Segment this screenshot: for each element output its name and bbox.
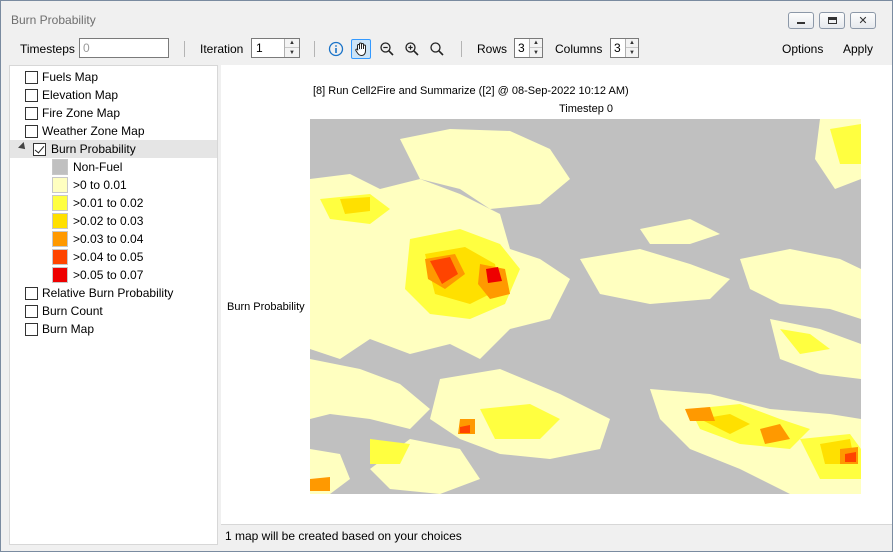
zoom-in-icon[interactable] <box>402 39 422 59</box>
checkbox[interactable] <box>25 323 38 336</box>
legend-swatch <box>52 159 68 175</box>
legend-item: >0.04 to 0.05 <box>10 248 217 266</box>
legend-swatch <box>52 249 68 265</box>
checkbox[interactable] <box>25 107 38 120</box>
window-title: Burn Probability <box>11 13 96 27</box>
tree-item-fire-zone-map[interactable]: Fire Zone Map <box>10 104 217 122</box>
rows-label: Rows <box>477 42 508 56</box>
timesteps-label: Timesteps <box>20 42 75 56</box>
toolbar-separator <box>461 41 462 57</box>
status-text: 1 map will be created based on your choi… <box>225 529 462 543</box>
toolbar-separator <box>184 41 185 57</box>
iteration-value: 1 <box>256 41 263 55</box>
options-button[interactable]: Options <box>782 42 824 56</box>
iteration-label: Iteration <box>200 42 244 56</box>
legend-swatch <box>52 231 68 247</box>
toolbar: Timesteps 0 Iteration 1 ▲ ▼ Rows 3 ▲ ▼ <box>1 34 892 64</box>
rows-value: 3 <box>518 41 525 55</box>
legend-label: >0.05 to 0.07 <box>73 268 144 282</box>
legend-item: >0.02 to 0.03 <box>10 212 217 230</box>
legend-item: >0.03 to 0.04 <box>10 230 217 248</box>
checkbox[interactable] <box>25 89 38 102</box>
rows-stepper[interactable]: 3 ▲ ▼ <box>514 38 543 58</box>
maximize-button[interactable] <box>819 12 845 29</box>
zoom-out-icon[interactable] <box>377 39 397 59</box>
title-bar: Burn Probability ✕ <box>1 1 892 33</box>
pan-hand-icon[interactable] <box>351 39 371 59</box>
map-title: [8] Run Cell2Fire and Summarize ([2] @ 0… <box>313 85 629 97</box>
tree-item-relative-burn-probability[interactable]: Relative Burn Probability <box>10 284 217 302</box>
legend-label: >0.02 to 0.03 <box>73 214 144 228</box>
checkbox[interactable] <box>25 71 38 84</box>
maximize-icon <box>827 17 837 24</box>
timesteps-input[interactable]: 0 <box>79 38 169 58</box>
legend-swatch <box>52 177 68 193</box>
apply-button[interactable]: Apply <box>843 42 874 56</box>
layer-tree: Fuels Map Elevation Map Fire Zone Map We… <box>9 65 218 545</box>
tree-item-label: Weather Zone Map <box>42 124 145 138</box>
minimize-icon <box>797 22 805 24</box>
burn-probability-map[interactable] <box>310 119 861 494</box>
checkbox[interactable] <box>33 143 46 156</box>
legend-item: Non-Fuel <box>10 158 217 176</box>
tree-item-label: Elevation Map <box>42 88 119 102</box>
tree-item-label: Burn Map <box>42 322 95 336</box>
rows-up-button[interactable]: ▲ <box>530 39 542 48</box>
iteration-down-button[interactable]: ▼ <box>289 49 295 56</box>
tree-item-label: Relative Burn Probability <box>42 286 174 300</box>
legend-item: >0 to 0.01 <box>10 176 217 194</box>
minimize-button[interactable] <box>788 12 814 29</box>
legend-label: >0 to 0.01 <box>73 178 127 192</box>
info-icon[interactable] <box>326 39 346 59</box>
legend-swatch <box>52 195 68 211</box>
tree-item-label: Fire Zone Map <box>42 106 121 120</box>
legend-swatch <box>52 267 68 283</box>
map-subtitle: Timestep 0 <box>559 103 614 115</box>
panel-splitter[interactable] <box>218 65 221 545</box>
expand-arrow-icon[interactable] <box>18 142 28 152</box>
tree-item-label: Fuels Map <box>42 70 99 84</box>
columns-up-button[interactable]: ▲ <box>626 39 638 48</box>
iteration-stepper[interactable]: 1 ▲ ▼ <box>251 38 300 58</box>
legend-item: >0.01 to 0.02 <box>10 194 217 212</box>
tree-item-elevation-map[interactable]: Elevation Map <box>10 86 217 104</box>
tree-item-label: Burn Count <box>42 304 103 318</box>
tree-item-label: Burn Probability <box>51 142 136 156</box>
legend-label: >0.01 to 0.02 <box>73 196 144 210</box>
tree-item-burn-probability[interactable]: Burn Probability <box>10 140 217 158</box>
tree-item-fuels-map[interactable]: Fuels Map <box>10 68 217 86</box>
checkbox[interactable] <box>25 305 38 318</box>
checkbox[interactable] <box>25 125 38 138</box>
checkbox[interactable] <box>25 287 38 300</box>
status-bar: 1 map will be created based on your choi… <box>221 524 892 545</box>
rows-down-button[interactable]: ▼ <box>533 49 539 56</box>
toolbar-separator <box>314 41 315 57</box>
legend-label: >0.03 to 0.04 <box>73 232 144 246</box>
legend-swatch <box>52 213 68 229</box>
map-ylabel: Burn Probability <box>227 301 305 313</box>
tree-item-burn-map[interactable]: Burn Map <box>10 320 217 338</box>
close-icon: ✕ <box>858 14 868 27</box>
close-button[interactable]: ✕ <box>850 12 876 29</box>
columns-value: 3 <box>614 41 621 55</box>
tree-item-weather-zone-map[interactable]: Weather Zone Map <box>10 122 217 140</box>
tree-item-burn-count[interactable]: Burn Count <box>10 302 217 320</box>
iteration-up-button[interactable]: ▲ <box>285 39 299 48</box>
legend-label: >0.04 to 0.05 <box>73 250 144 264</box>
zoom-extent-icon[interactable] <box>427 39 447 59</box>
legend-label: Non-Fuel <box>73 160 123 174</box>
columns-label: Columns <box>555 42 603 56</box>
columns-stepper[interactable]: 3 ▲ ▼ <box>610 38 639 58</box>
legend-item: >0.05 to 0.07 <box>10 266 217 284</box>
columns-down-button[interactable]: ▼ <box>629 49 635 56</box>
